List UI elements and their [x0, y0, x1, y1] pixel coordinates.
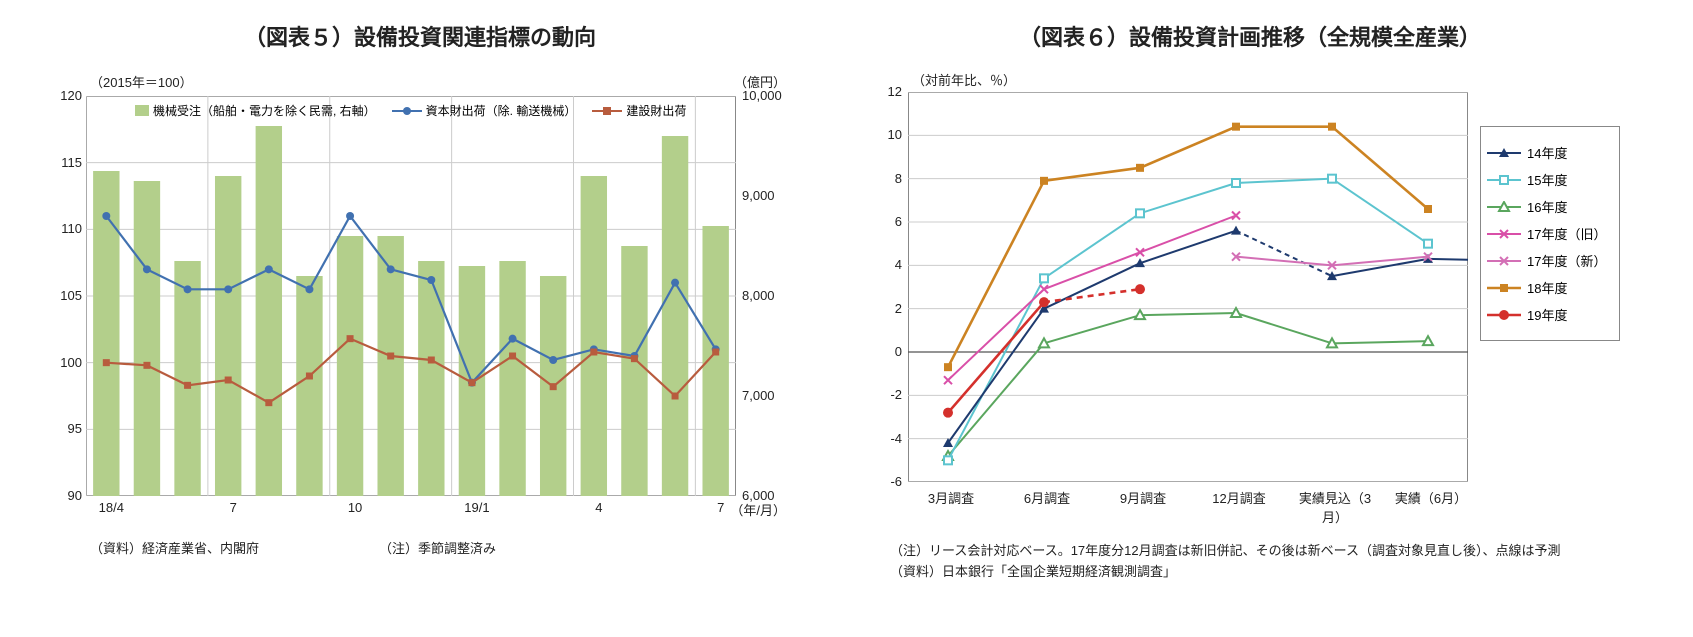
chart6-note2: （資料）日本銀行「全国企業短期経済観測調査」	[890, 561, 1640, 580]
legend-lineA: 資本財出荷（除. 輸送機械）	[392, 102, 577, 119]
legend-bar-label: 機械受注（船舶・電力を除く民需, 右軸）	[153, 102, 376, 119]
chart6-box: （対前年比、％） 14年度 15年度 16年度 17年度（旧）	[860, 66, 1640, 536]
legend-fy18: 18年度	[1487, 278, 1613, 297]
chart6-panel: （図表６）設備投資計画推移（全規模全産業） （対前年比、％） 14年度 15年度…	[860, 20, 1640, 617]
legend-fy15: 15年度	[1487, 170, 1613, 189]
legend-fy17new: 17年度（新）	[1487, 251, 1613, 270]
legend-lineB: 建設財出荷	[592, 102, 686, 119]
chart5-notes: （資料）経済産業省、内閣府 （注）季節調整済み	[90, 538, 800, 557]
chart6-legend: 14年度 15年度 16年度 17年度（旧） 17年度（新） 18年度	[1480, 126, 1620, 341]
chart5-left-unit: （2015年＝100）	[90, 72, 193, 91]
chart6-svg	[908, 92, 1468, 482]
legend-fy19: 19年度	[1487, 305, 1613, 324]
legend-lineA-label: 資本財出荷（除. 輸送機械）	[426, 102, 577, 119]
chart5-legend: 機械受注（船舶・電力を除く民需, 右軸） 資本財出荷（除. 輸送機械） 建設財出…	[135, 102, 686, 119]
legend-lineB-label: 建設財出荷	[626, 102, 686, 119]
chart5-box: （2015年＝100） （億円） 機械受注（船舶・電力を除く民需, 右軸） 資本…	[40, 66, 800, 536]
chart5-svg	[86, 96, 736, 496]
legend-fy16: 16年度	[1487, 197, 1613, 216]
legend-fy14: 14年度	[1487, 143, 1613, 162]
chart5-note: （注）季節調整済み	[379, 538, 496, 557]
legend-fy17old: 17年度（旧）	[1487, 224, 1613, 243]
chart6-notes: （注）リース会計対応ベース。17年度分12月調査は新旧併記、その後は新ベース（調…	[890, 538, 1640, 580]
chart5-title: （図表５）設備投資関連指標の動向	[40, 20, 800, 52]
legend-bar: 機械受注（船舶・電力を除く民需, 右軸）	[135, 102, 376, 119]
chart6-title: （図表６）設備投資計画推移（全規模全産業）	[860, 20, 1640, 52]
chart5-panel: （図表５）設備投資関連指標の動向 （2015年＝100） （億円） 機械受注（船…	[40, 20, 800, 617]
chart5-source: （資料）経済産業省、内閣府	[90, 538, 259, 557]
chart6-note1: （注）リース会計対応ベース。17年度分12月調査は新旧併記、その後は新ベース（調…	[890, 540, 1640, 559]
chart6-yunit: （対前年比、％）	[912, 70, 1016, 89]
